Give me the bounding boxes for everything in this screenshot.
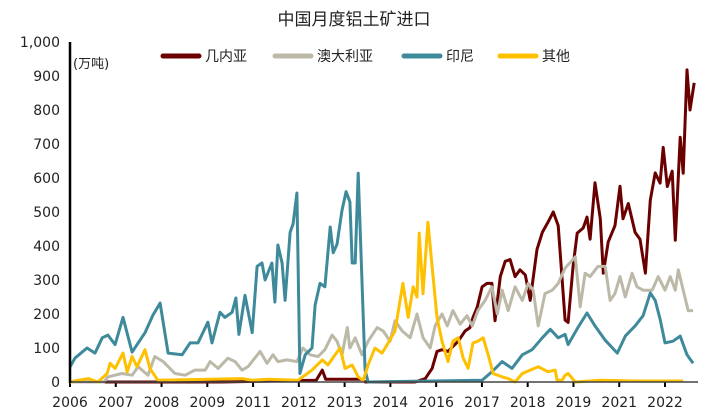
x-tick-label: 2019 — [556, 395, 592, 411]
y-tick-label: 200 — [33, 307, 60, 323]
series-line-3 — [68, 171, 695, 384]
y-tick-label: 700 — [33, 137, 60, 153]
series-line-4 — [69, 220, 684, 384]
y-tick-label: 500 — [33, 205, 60, 221]
x-tick-label: 2012 — [281, 395, 317, 411]
x-tick-label: 2017 — [464, 395, 500, 411]
x-tick-label: 2009 — [189, 395, 225, 411]
y-tick-label: 800 — [33, 103, 60, 119]
y-tick-label: 100 — [33, 341, 60, 357]
y-tick-label: 1,000 — [20, 35, 60, 51]
x-tick-label: 2016 — [418, 395, 454, 411]
legend: 几内亚 澳大利亚 印尼 其他 — [160, 49, 570, 65]
x-tick-label: 2013 — [327, 395, 363, 411]
x-tick-label: 2007 — [98, 395, 134, 411]
x-tick-label: 2006 — [52, 395, 88, 411]
y-tick-label: 900 — [33, 69, 60, 85]
series-lines — [68, 68, 696, 384]
x-tick-label: 2021 — [601, 395, 637, 411]
x-tick-label: 2008 — [144, 395, 180, 411]
x-tick-label: 2014 — [373, 395, 409, 411]
legend-label: 其他 — [542, 49, 570, 65]
y-tick-label: 300 — [33, 273, 60, 289]
legend-label: 澳大利亚 — [317, 49, 373, 65]
legend-label: 印尼 — [446, 49, 474, 65]
series-line-1 — [70, 68, 696, 384]
x-tick-label: 2011 — [235, 395, 271, 411]
x-tick-label: 2022 — [647, 395, 683, 411]
x-axis: 2006 2007 2008 2009 2011 2012 2013 2014 2016 2017… — [52, 382, 683, 411]
y-tick-label: 600 — [33, 171, 60, 187]
unit-label: (万吨) — [73, 57, 109, 72]
series-line-2 — [70, 255, 694, 384]
chart-title: 中国月度铝土矿进口 — [278, 10, 431, 30]
y-tick-label: 400 — [33, 239, 60, 255]
legend-label: 几内亚 — [205, 49, 247, 65]
x-tick-label: 2018 — [510, 395, 546, 411]
y-axis: 0 100 200 300 400 500 600 700 800 900 1,000 — [20, 35, 60, 391]
y-tick-label: 0 — [51, 375, 60, 391]
